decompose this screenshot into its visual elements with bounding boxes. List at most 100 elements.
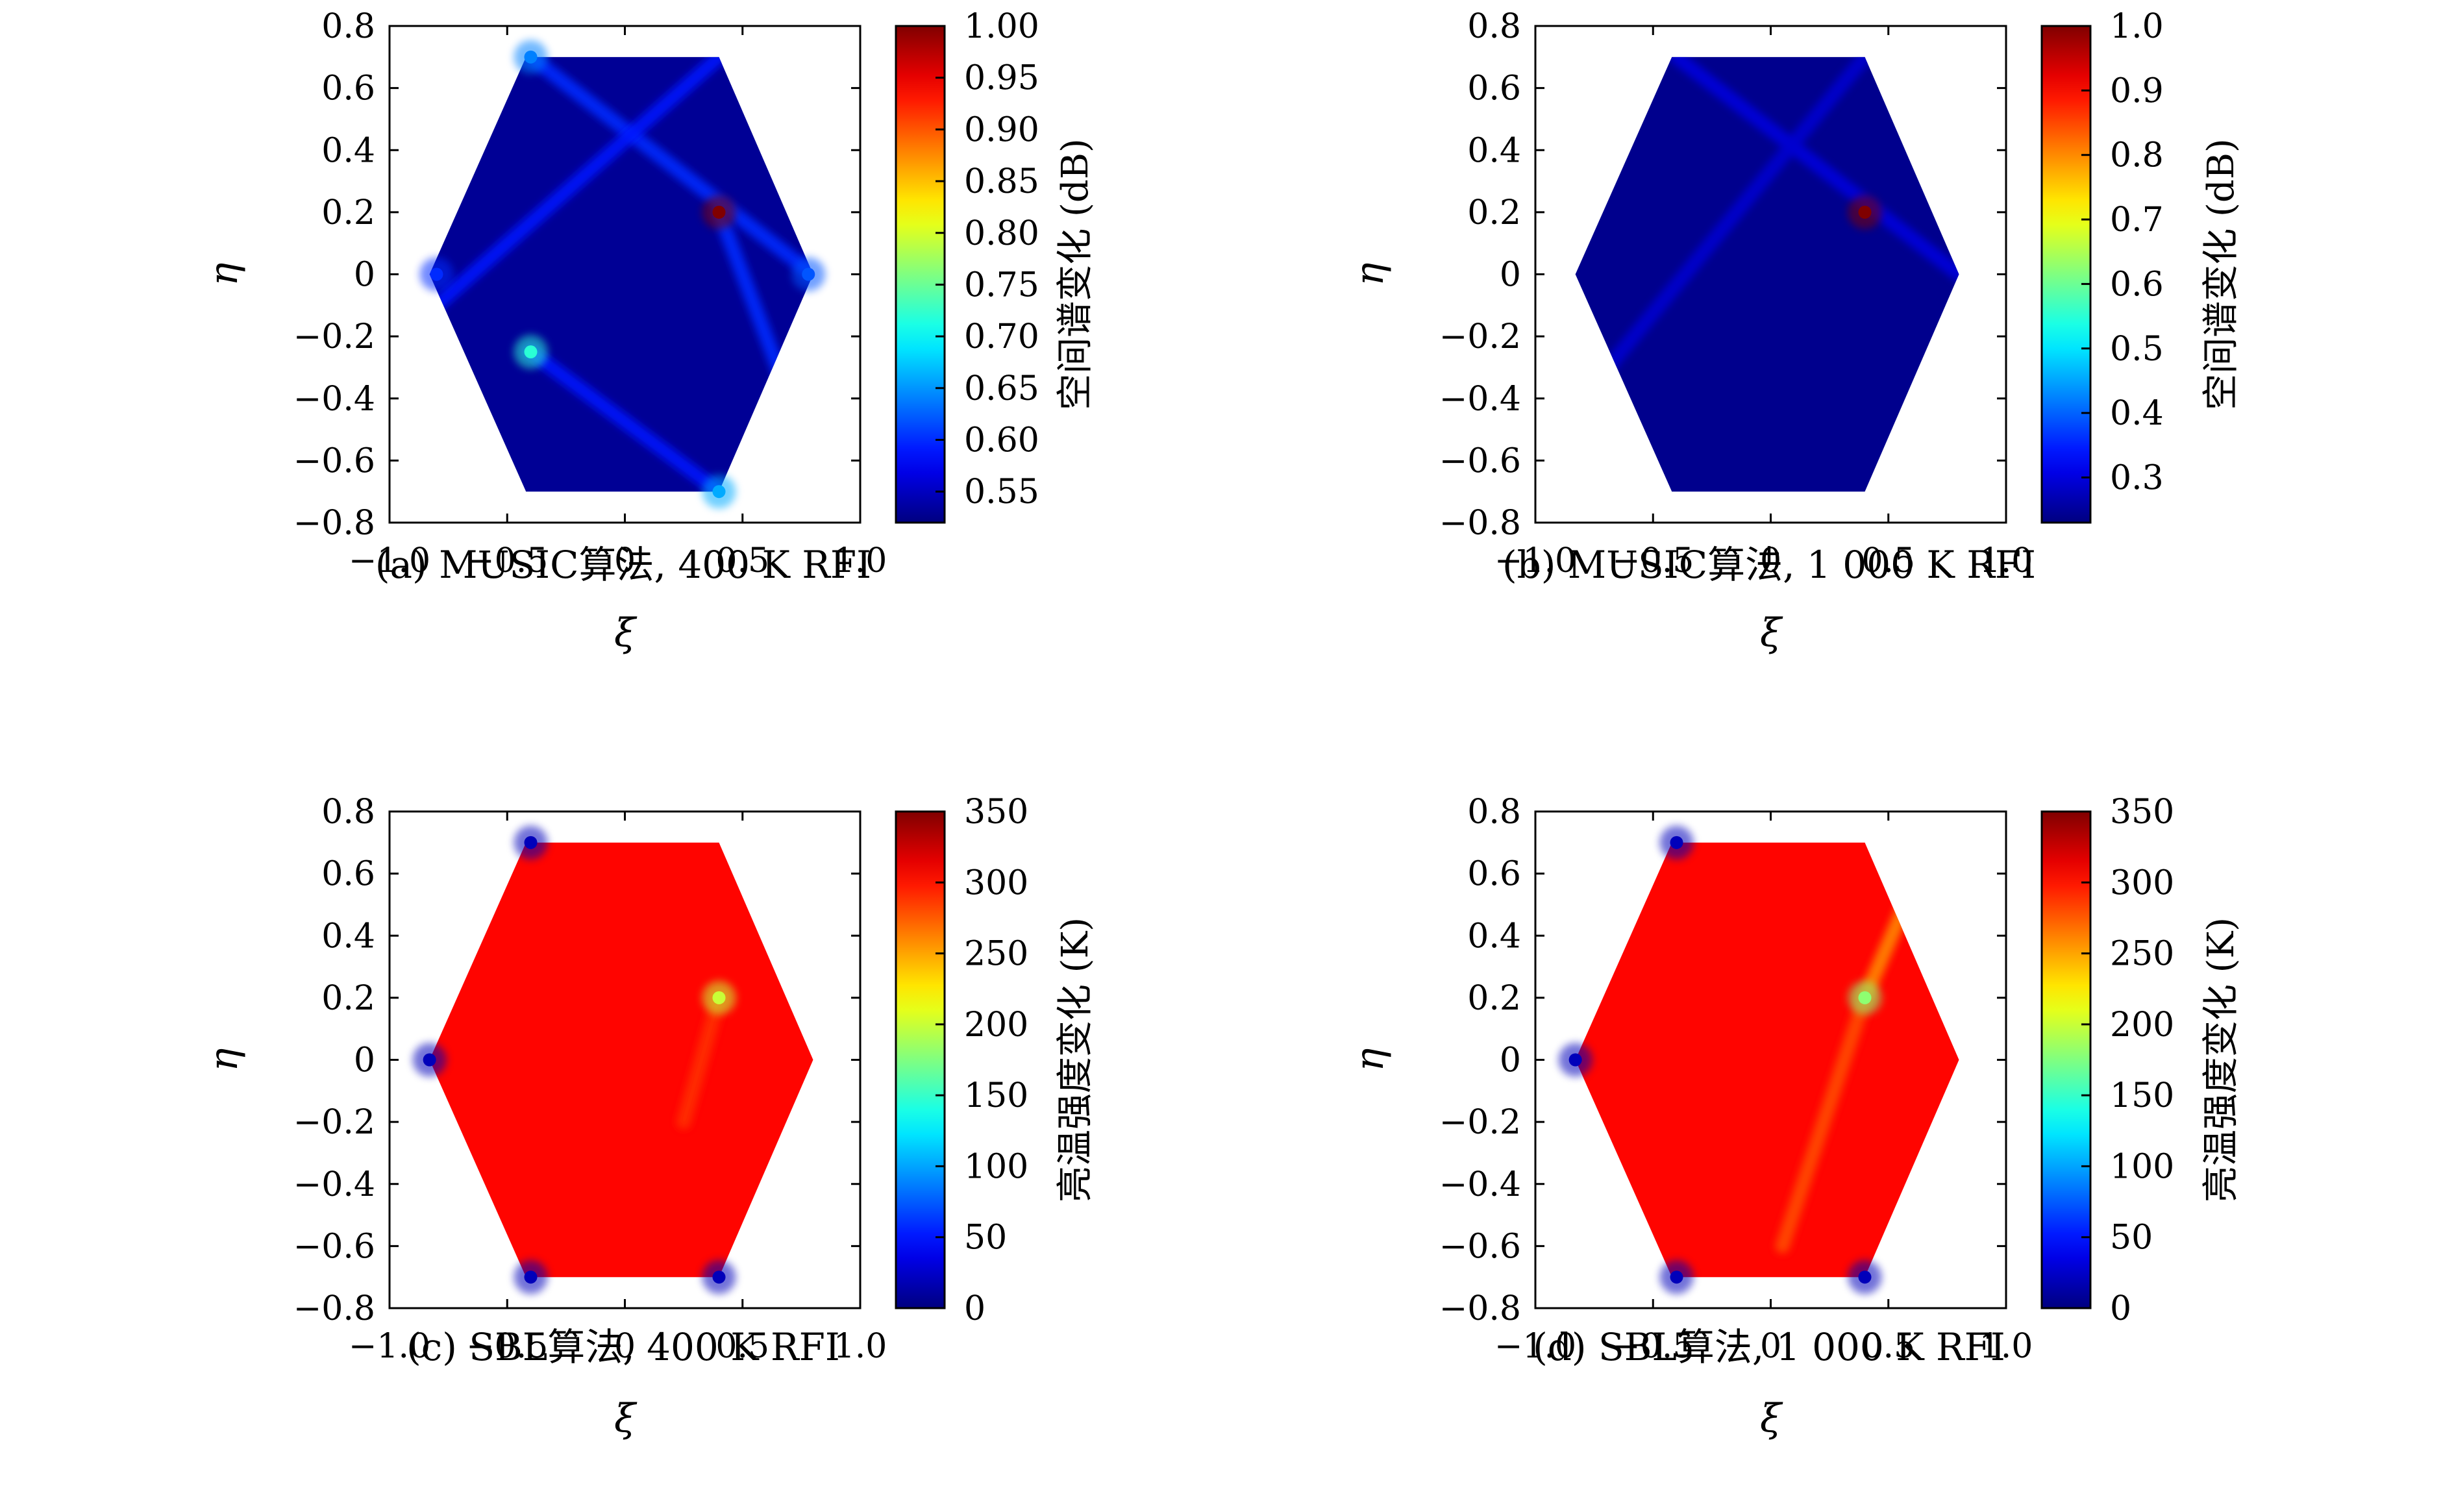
colorbar-tick-label: 0.70 xyxy=(964,317,1039,356)
colorbar-label: 空间谱变化 (dB) xyxy=(2200,138,2242,410)
hotspot-4 xyxy=(712,485,726,499)
y-axis-label: η xyxy=(201,1048,247,1071)
chart-panel-4: −1.0 −0.5 0 0.5 1.0 0.8 0.6 0.4 0.2 0 −0.2 −0.4 −0.6… xyxy=(1347,793,2242,1441)
colorbar-label: 亮温强度变化 (K) xyxy=(1054,917,1097,1202)
colorbar-tick-label: 300 xyxy=(2110,863,2174,902)
y-tick-label: 0.2 xyxy=(321,193,375,232)
y-tick-label: 0.8 xyxy=(1467,793,1521,832)
y-tick-label: 0 xyxy=(354,256,375,295)
y-tick-label: 0.4 xyxy=(1467,917,1521,956)
hexagon-field xyxy=(1575,842,1959,1278)
hotspot-1 xyxy=(1858,205,1872,219)
x-tick-label: −0.5 xyxy=(466,541,548,580)
field-overlays xyxy=(1575,56,1959,492)
x-tick-label: 0 xyxy=(1760,1327,1781,1366)
colorbar-tick-label: 0 xyxy=(2110,1289,2131,1328)
hotspot-2 xyxy=(1670,836,1683,849)
colorbar-tick-label: 1.00 xyxy=(964,7,1039,46)
colorbar-tick-label: 0.85 xyxy=(964,162,1039,201)
hotspot-3 xyxy=(423,1053,436,1067)
y-tick-label: −0.8 xyxy=(1439,1289,1521,1328)
y-tick-label: 0.2 xyxy=(1467,979,1521,1018)
colorbar-tick-label: 0.4 xyxy=(2110,394,2164,433)
x-tick-label: 0.5 xyxy=(1861,1327,1915,1366)
colorbar-tick-label: 0.9 xyxy=(2110,71,2164,110)
y-tick-label: 0.4 xyxy=(321,917,375,956)
colorbar-tick-label: 0.7 xyxy=(2110,201,2164,240)
x-tick-label: 1.0 xyxy=(834,541,887,580)
x-tick-label: −1.0 xyxy=(1494,1327,1576,1366)
x-tick-label: −1.0 xyxy=(349,1327,430,1366)
hotspot-5 xyxy=(712,1270,726,1284)
colorbar xyxy=(895,25,946,524)
colorbar-tick-label: 350 xyxy=(964,793,1028,832)
colorbar-tick-label: 0.90 xyxy=(964,110,1039,149)
y-tick-label: −0.8 xyxy=(1439,504,1521,543)
panel-caption: (c) SBL算法, 400 K RFI xyxy=(406,1325,840,1369)
y-axis-label: η xyxy=(201,262,247,286)
y-axis-label: η xyxy=(1347,1048,1393,1071)
stripe-3 xyxy=(1775,990,1872,1254)
y-tick-label: 0.6 xyxy=(1467,855,1521,894)
x-tick-label: 0.5 xyxy=(715,541,769,580)
colorbar-tick-label: 350 xyxy=(2110,793,2174,832)
y-tick-label: −0.2 xyxy=(1439,317,1521,356)
x-tick-label: −1.0 xyxy=(349,541,430,580)
stripe-1 xyxy=(523,56,813,282)
hotspot-4 xyxy=(1670,1270,1683,1284)
y-tick-label: 0.4 xyxy=(321,131,375,170)
colorbar-tick-label: 200 xyxy=(964,1006,1028,1045)
x-axis-label: ξ xyxy=(1760,610,1783,656)
x-tick-label: 1.0 xyxy=(1979,1327,2033,1366)
colorbar-tick-label: 150 xyxy=(964,1076,1028,1115)
x-axis-label: ξ xyxy=(614,1396,638,1441)
stripe-2 xyxy=(676,990,726,1130)
colorbar xyxy=(895,810,946,1309)
colorbar-tick-label: 0 xyxy=(964,1289,985,1328)
x-tick-label: 0.5 xyxy=(1861,541,1915,580)
colorbar-tick-label: 0.55 xyxy=(964,473,1039,512)
stripe-6 xyxy=(523,345,726,492)
y-tick-label: −0.6 xyxy=(1439,1227,1521,1266)
y-tick-label: 0 xyxy=(1500,1041,1521,1080)
colorbar-tick-label: 0.3 xyxy=(2110,458,2164,497)
y-tick-label: −0.4 xyxy=(293,380,375,419)
y-tick-label: −0.4 xyxy=(1439,380,1521,419)
hotspot-5 xyxy=(1858,1270,1872,1284)
colorbar-label: 亮温强度变化 (K) xyxy=(2200,917,2242,1202)
hotspot-3 xyxy=(524,50,538,64)
colorbar-label: 空间谱变化 (dB) xyxy=(1054,138,1097,410)
hotspot-1 xyxy=(712,205,726,219)
panel-caption: (d) SBL算法, 1 000 K RFI xyxy=(1533,1325,2005,1369)
y-tick-label: 0.6 xyxy=(321,69,375,108)
stripe-2 xyxy=(1575,56,1872,406)
hotspot-4 xyxy=(524,1270,538,1284)
x-tick-label: 0 xyxy=(614,1327,636,1366)
panel-caption: (a) MUSIC算法, 400 K RFI xyxy=(375,543,871,587)
x-tick-label: −0.5 xyxy=(1612,1327,1694,1366)
y-tick-label: −0.2 xyxy=(1439,1103,1521,1142)
stripe-2 xyxy=(429,56,726,313)
colorbar-tick-label: 250 xyxy=(2110,935,2174,974)
x-tick-label: 0.5 xyxy=(715,1327,769,1366)
x-tick-label: 0 xyxy=(614,541,636,580)
hotspot-5 xyxy=(802,267,815,281)
colorbar xyxy=(2040,810,2092,1309)
x-tick-label: −1.0 xyxy=(1494,541,1576,580)
colorbar-tick-label: 0.75 xyxy=(964,266,1039,304)
x-tick-label: 0 xyxy=(1760,541,1781,580)
colorbar-tick-label: 0.6 xyxy=(2110,265,2164,304)
y-tick-label: 0.6 xyxy=(1467,69,1521,108)
colorbar-tick-label: 250 xyxy=(964,935,1028,974)
colorbar xyxy=(2040,25,2092,524)
colorbar-tick-label: 0.80 xyxy=(964,214,1039,253)
y-tick-label: 0.4 xyxy=(1467,131,1521,170)
colorbar-tick-label: 50 xyxy=(2110,1219,2153,1258)
x-tick-label: 1.0 xyxy=(1979,541,2033,580)
colorbar-tick-label: 0.5 xyxy=(2110,330,2164,369)
panel-caption: (b) MUSIC算法, 1 000 K RFI xyxy=(1502,543,2036,587)
stripe-1 xyxy=(1669,56,1959,282)
y-tick-label: 0.6 xyxy=(321,855,375,894)
y-tick-label: 0 xyxy=(354,1041,375,1080)
